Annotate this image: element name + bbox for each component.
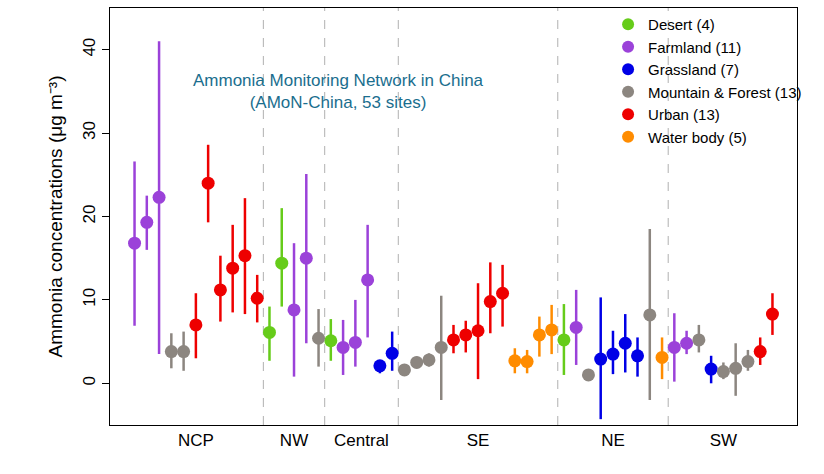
svg-text:Ammonia concentrations (μg m⁻³: Ammonia concentrations (μg m⁻³) <box>45 76 66 358</box>
svg-text:Ammonia Monitoring Network in: Ammonia Monitoring Network in China(AMoN… <box>193 71 484 112</box>
svg-text:NCP: NCP <box>178 431 214 450</box>
svg-text:10: 10 <box>80 288 99 307</box>
svg-text:NE: NE <box>601 431 625 450</box>
svg-text:Desert (4): Desert (4) <box>648 16 715 33</box>
svg-text:Mountain & Forest (13): Mountain & Forest (13) <box>648 84 801 101</box>
svg-text:40: 40 <box>80 38 99 57</box>
svg-text:0: 0 <box>80 376 99 385</box>
svg-text:Water body (5): Water body (5) <box>648 129 747 146</box>
svg-text:SE: SE <box>467 431 490 450</box>
svg-text:Urban (13): Urban (13) <box>648 106 720 123</box>
svg-text:Farmland (11): Farmland (11) <box>648 39 741 56</box>
svg-text:Grassland (7): Grassland (7) <box>648 61 739 78</box>
svg-text:SW: SW <box>710 431 737 450</box>
svg-text:20: 20 <box>80 204 99 223</box>
svg-text:Central: Central <box>334 431 389 450</box>
svg-text:NW: NW <box>280 431 308 450</box>
svg-text:30: 30 <box>80 121 99 140</box>
